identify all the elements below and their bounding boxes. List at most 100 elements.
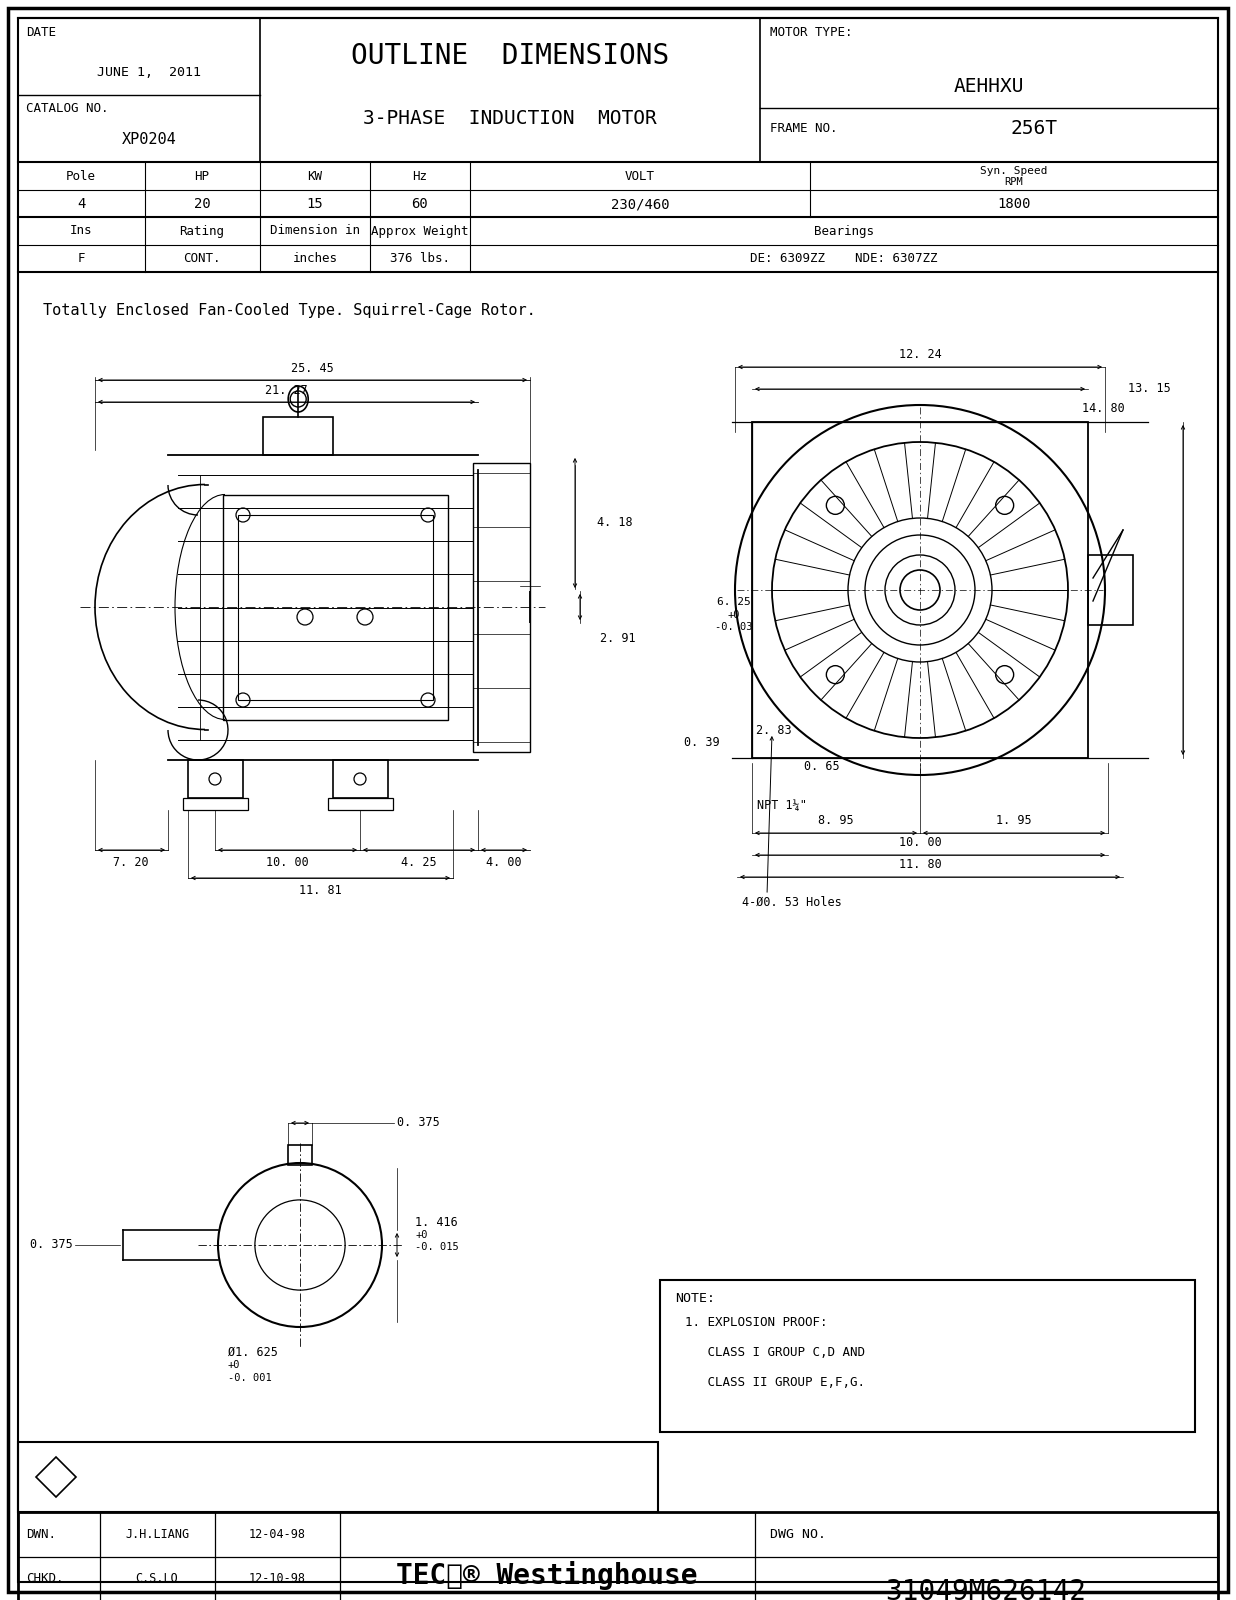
Text: Syn. Speed: Syn. Speed [980,166,1048,176]
Text: 20: 20 [194,197,210,211]
Bar [332,760,388,798]
Text: OUTLINE  DIMENSIONS: OUTLINE DIMENSIONS [351,42,669,70]
Text: Rating: Rating [179,224,225,237]
Text: 21. 27: 21. 27 [265,384,308,397]
Text: JUNE 1,  2011: JUNE 1, 2011 [96,67,201,80]
Text: 11. 81: 11. 81 [299,885,341,898]
Text: CLASS II GROUP E,F,G.: CLASS II GROUP E,F,G. [685,1376,865,1389]
Text: 0. 65: 0. 65 [805,760,839,773]
Text: 1. EXPLOSION PROOF:: 1. EXPLOSION PROOF: [685,1315,827,1328]
Text: 0. 375: 0. 375 [30,1238,73,1251]
Text: 31049M626142: 31049M626142 [885,1578,1086,1600]
Circle shape [996,666,1014,683]
Text: 230/460: 230/460 [611,197,670,211]
Bar [19,1442,658,1512]
Text: +0: +0 [415,1230,428,1240]
Bar [19,1512,1217,1600]
Text: DWG NO.: DWG NO. [770,1528,826,1541]
Bar [328,798,393,810]
Text: MOTOR TYPE:: MOTOR TYPE: [770,26,853,38]
Text: 3-PHASE  INDUCTION  MOTOR: 3-PHASE INDUCTION MOTOR [363,109,656,128]
Text: 2. 91: 2. 91 [599,632,635,645]
Text: VOLT: VOLT [625,170,655,182]
Circle shape [827,496,844,514]
Text: RPM: RPM [1005,178,1023,187]
Text: HP: HP [194,170,209,182]
Bar [239,515,433,701]
Text: 10. 00: 10. 00 [899,837,942,850]
Text: 12-10-98: 12-10-98 [248,1573,305,1586]
Bar [473,462,530,752]
Text: +0: +0 [728,610,740,619]
Text: 10. 00: 10. 00 [266,856,308,869]
Text: 25. 45: 25. 45 [290,362,334,374]
Bar [660,1280,1195,1432]
Text: DWN.: DWN. [26,1528,56,1541]
Text: KW: KW [308,170,323,182]
Text: Totally Enclosed Fan-Cooled Type. Squirrel-Cage Rotor.: Totally Enclosed Fan-Cooled Type. Squirr… [43,302,535,317]
Bar [183,798,248,810]
Text: 0. 39: 0. 39 [685,736,719,749]
Text: AEHHXU: AEHHXU [954,77,1025,96]
Text: Pole: Pole [66,170,96,182]
Text: 1. 416: 1. 416 [415,1216,457,1229]
Circle shape [900,570,941,610]
Text: 12. 24: 12. 24 [899,349,942,362]
Text: CLASS I GROUP C,D AND: CLASS I GROUP C,D AND [685,1346,865,1358]
Text: inches: inches [293,253,337,266]
Text: NPT 1¼": NPT 1¼" [756,800,807,813]
Text: FRAME NO.: FRAME NO. [770,122,838,134]
Text: NOTE:: NOTE: [675,1291,714,1304]
Circle shape [218,1163,382,1326]
Text: 6. 25: 6. 25 [717,597,751,606]
Text: TECⒸ® Westinghouse: TECⒸ® Westinghouse [397,1560,698,1589]
Text: +0: +0 [227,1360,241,1370]
Text: 60: 60 [412,197,429,211]
Text: DATE: DATE [26,26,56,38]
Text: 4. 00: 4. 00 [486,856,522,869]
Text: CATALOG NO.: CATALOG NO. [26,102,109,115]
Text: 14. 80: 14. 80 [1082,402,1125,414]
Text: 12-04-98: 12-04-98 [248,1528,305,1541]
Text: 4. 18: 4. 18 [597,517,633,530]
Text: 2. 83: 2. 83 [756,723,792,736]
Text: Hz: Hz [413,170,428,182]
Text: 1800: 1800 [997,197,1031,211]
Text: F: F [77,253,85,266]
Text: J.H.LIANG: J.H.LIANG [125,1528,189,1541]
Text: 0. 375: 0. 375 [397,1117,440,1130]
Text: 13. 15: 13. 15 [1128,382,1170,395]
Text: 256T: 256T [1010,118,1057,138]
Text: 15: 15 [307,197,324,211]
Bar [188,760,243,798]
Text: 1. 95: 1. 95 [996,814,1032,827]
Text: -0. 03: -0. 03 [716,622,753,632]
Text: Bearings: Bearings [815,224,874,237]
Text: Ø1. 625: Ø1. 625 [227,1346,278,1358]
Circle shape [996,496,1014,514]
Text: -0. 001: -0. 001 [227,1373,272,1382]
Text: DE: 6309ZZ    NDE: 6307ZZ: DE: 6309ZZ NDE: 6307ZZ [750,253,938,266]
Text: 4-Ø0. 53 Holes: 4-Ø0. 53 Holes [742,896,842,909]
Text: CHKD.: CHKD. [26,1573,63,1586]
Text: CONT.: CONT. [183,253,221,266]
Text: 11. 80: 11. 80 [899,859,942,872]
Text: Ins: Ins [69,224,93,237]
Text: -0. 015: -0. 015 [415,1242,459,1251]
Text: Dimension in: Dimension in [269,224,360,237]
Bar [1088,555,1133,626]
Bar [751,422,1088,758]
Text: 7. 20: 7. 20 [114,856,148,869]
Bar [288,1146,311,1165]
Text: Approx Weight: Approx Weight [371,224,468,237]
Text: 8. 95: 8. 95 [818,814,854,827]
Circle shape [848,518,993,662]
Bar [263,418,334,454]
Text: 4: 4 [77,197,85,211]
Bar [222,494,447,720]
Text: 376 lbs.: 376 lbs. [391,253,450,266]
Circle shape [827,666,844,683]
Text: C.S.LO: C.S.LO [136,1573,178,1586]
Text: 4. 25: 4. 25 [402,856,436,869]
Text: XP0204: XP0204 [121,133,177,147]
